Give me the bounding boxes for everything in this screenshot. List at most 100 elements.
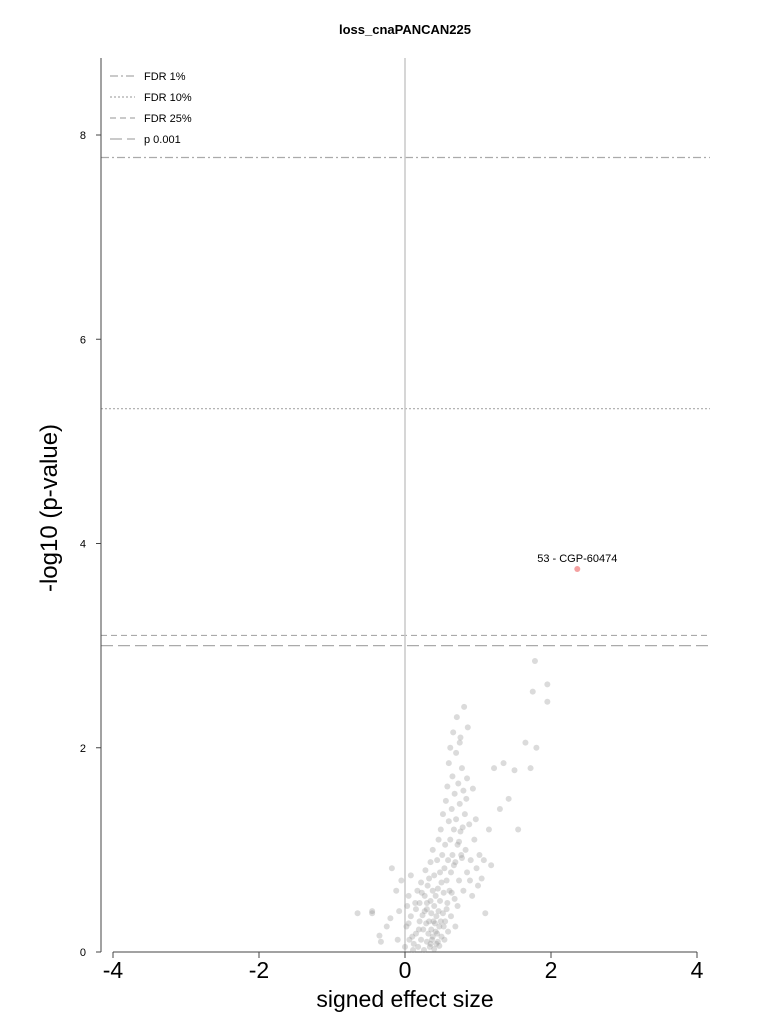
data-point-75 <box>444 899 451 906</box>
data-point-111 <box>471 836 478 843</box>
data-point-10 <box>396 908 403 915</box>
data-point-141 <box>450 862 457 869</box>
data-point-160 <box>459 824 466 831</box>
data-point-161 <box>463 795 470 802</box>
data-point-34 <box>423 938 430 945</box>
data-point-106 <box>464 869 471 876</box>
data-point-44 <box>429 936 436 943</box>
data-point-65 <box>439 851 446 858</box>
data-point-99 <box>457 828 464 835</box>
data-point-128 <box>529 688 536 695</box>
data-point-31 <box>421 892 428 899</box>
data-point-76 <box>445 857 452 864</box>
data-point-101 <box>458 855 465 862</box>
y-tick-label-3: 6 <box>80 334 86 346</box>
y-tick-label-0: 0 <box>80 947 86 959</box>
data-point-23 <box>415 943 422 950</box>
data-point-88 <box>451 895 458 902</box>
x-axis-label: signed effect size <box>316 986 493 1012</box>
data-point-109 <box>467 857 474 864</box>
data-point-77 <box>445 818 452 825</box>
data-point-36 <box>424 882 431 889</box>
data-point-116 <box>480 857 487 864</box>
data-point-154 <box>437 918 444 925</box>
data-point-71 <box>442 918 449 925</box>
data-point-66 <box>439 910 446 917</box>
data-point-156 <box>445 928 452 935</box>
data-point-5 <box>383 923 390 930</box>
data-point-103 <box>460 887 467 894</box>
data-point-96 <box>456 877 463 884</box>
data-point-72 <box>442 797 449 804</box>
data-point-93 <box>453 714 460 721</box>
data-point-30 <box>420 946 427 953</box>
data-point-135 <box>431 920 438 927</box>
data-point-152 <box>429 933 436 940</box>
data-point-47 <box>430 918 437 925</box>
data-point-46 <box>429 846 436 853</box>
data-point-92 <box>453 816 460 823</box>
data-point-52 <box>432 892 439 899</box>
data-point-80 <box>447 836 454 843</box>
data-point-70 <box>442 841 449 848</box>
data-point-81 <box>447 744 454 751</box>
data-point-26 <box>418 936 425 943</box>
data-point-83 <box>448 806 455 813</box>
data-point-163 <box>469 785 476 792</box>
data-point-73 <box>443 877 450 884</box>
data-point-150 <box>406 936 413 943</box>
data-point-4 <box>377 938 384 945</box>
data-point-60 <box>437 869 444 876</box>
data-point-165 <box>464 724 471 731</box>
data-point-56 <box>434 885 441 892</box>
data-point-62 <box>437 826 444 833</box>
data-point-122 <box>500 760 507 767</box>
data-point-117 <box>482 910 489 917</box>
data-point-133 <box>423 899 430 906</box>
data-point-85 <box>449 851 456 858</box>
data-point-8 <box>393 887 400 894</box>
y-axis-label: -log10 (p-value) <box>36 424 63 592</box>
data-point-15 <box>405 892 412 899</box>
data-point-140 <box>447 913 454 920</box>
data-point-147 <box>415 926 422 933</box>
data-point-24 <box>416 918 423 925</box>
data-point-164 <box>472 816 479 823</box>
legend-label-0: FDR 1% <box>144 71 186 83</box>
data-point-17 <box>407 872 414 879</box>
data-point-1 <box>369 910 376 917</box>
data-point-130 <box>533 744 540 751</box>
data-point-38 <box>426 918 433 925</box>
data-point-145 <box>421 908 428 915</box>
data-point-53 <box>433 913 440 920</box>
data-point-100 <box>458 765 465 772</box>
data-point-151 <box>404 903 411 910</box>
data-point-120 <box>491 765 498 772</box>
data-point-45 <box>429 887 436 894</box>
highlight-label: 53 - CGP-60474 <box>537 553 617 565</box>
y-tick-label-4: 8 <box>80 130 86 142</box>
y-tick-label-2: 4 <box>80 539 86 551</box>
data-point-91 <box>453 749 460 756</box>
data-point-69 <box>441 865 448 872</box>
data-point-59 <box>436 923 443 930</box>
data-point-13 <box>403 923 410 930</box>
data-point-43 <box>428 910 435 917</box>
data-point-48 <box>431 945 438 952</box>
data-point-27 <box>418 879 425 886</box>
data-point-144 <box>427 940 434 947</box>
data-point-37 <box>425 930 432 937</box>
data-point-0 <box>354 910 361 917</box>
data-point-124 <box>511 767 518 774</box>
data-point-119 <box>488 862 495 869</box>
data-point-97 <box>456 800 463 807</box>
data-point-95 <box>455 780 462 787</box>
data-point-143 <box>458 851 465 858</box>
data-point-159 <box>456 838 463 845</box>
data-point-28 <box>419 912 426 919</box>
data-point-105 <box>462 846 469 853</box>
data-point-125 <box>515 826 522 833</box>
data-point-134 <box>426 875 433 882</box>
data-point-149 <box>410 946 417 953</box>
